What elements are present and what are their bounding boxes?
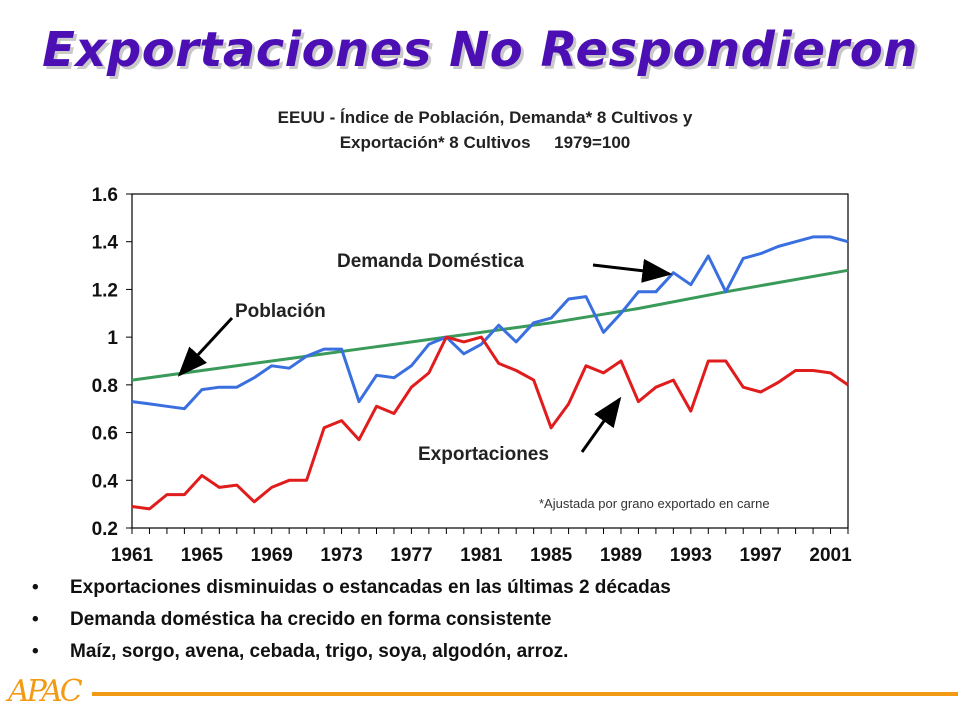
series-line-exportaciones: [131, 335, 849, 511]
x-tick-label: 2001: [809, 545, 852, 566]
x-tick-label: 1961: [111, 545, 154, 566]
y-tick-label: 1.4: [92, 233, 119, 254]
slide-title: Exportaciones No Respondieron: [42, 22, 918, 78]
chart-footnote: *Ajustada por grano exportado en carne: [539, 496, 770, 511]
annotation-exportaciones: Exportaciones: [418, 444, 549, 465]
x-tick-label: 1985: [530, 545, 573, 566]
y-tick-label: 0.8: [92, 376, 118, 397]
chart-annotations: Demanda Doméstica Población Exportacione…: [177, 251, 770, 511]
series-line-poblacion: [131, 268, 849, 382]
chart-title-line2: Exportación* 8 Cultivos 1979=100: [339, 133, 631, 152]
footer-rule: [92, 692, 958, 696]
plot-frame: [131, 193, 849, 529]
x-tick-label: 1993: [670, 545, 712, 566]
x-tick-label: 1989: [600, 545, 642, 566]
line-chart: 1.61.41.210.80.60.40.2 1961 1965 1969 1973 1…: [92, 185, 853, 566]
y-tick-label: 0.4: [92, 471, 119, 492]
annotation-demanda-domestica: Demanda Doméstica: [337, 251, 524, 272]
x-tick-labels: 1961 1965 1969 1973 1977 1981 1985 1989 1993 1997…: [111, 545, 852, 566]
y-tick-label: 1.2: [92, 280, 118, 301]
x-tick-label: 1965: [181, 545, 224, 566]
arrow-poblacion: [177, 316, 234, 377]
x-tick-label: 1973: [320, 545, 362, 566]
y-tick-labels: 1.6 1.4 1.2 1 0.8 0.6 0.4 0.2: [92, 185, 119, 540]
y-tick-label: 1.6: [92, 185, 118, 206]
series-line-demanda-domestica: [131, 235, 849, 411]
y-tick-label: 1: [107, 328, 118, 349]
bullet-item: Demanda doméstica ha crecido en forma co…: [30, 604, 671, 636]
arrow-demanda-domestica: [592, 258, 673, 283]
bullet-item: Maíz, sorgo, avena, cebada, trigo, soya,…: [30, 636, 671, 668]
x-tick-label: 1969: [251, 545, 293, 566]
annotation-poblacion: Población: [235, 301, 326, 322]
x-tick-label: 1977: [390, 545, 432, 566]
y-tick-label: 0.6: [92, 424, 118, 445]
x-tick-label: 1997: [740, 545, 782, 566]
bullet-item: Exportaciones disminuidas o estancadas e…: [30, 572, 671, 604]
apac-logo: APAC: [8, 674, 83, 709]
arrow-exportaciones: [580, 396, 622, 453]
y-tick-label: 0.2: [92, 519, 118, 540]
chart-axes: [126, 193, 849, 534]
chart-series: [131, 235, 849, 511]
chart-title-line1: EEUU - Índice de Población, Demanda* 8 C…: [277, 108, 693, 127]
bullet-list: Exportaciones disminuidas o estancadas e…: [30, 572, 671, 668]
x-tick-label: 1981: [460, 545, 503, 566]
